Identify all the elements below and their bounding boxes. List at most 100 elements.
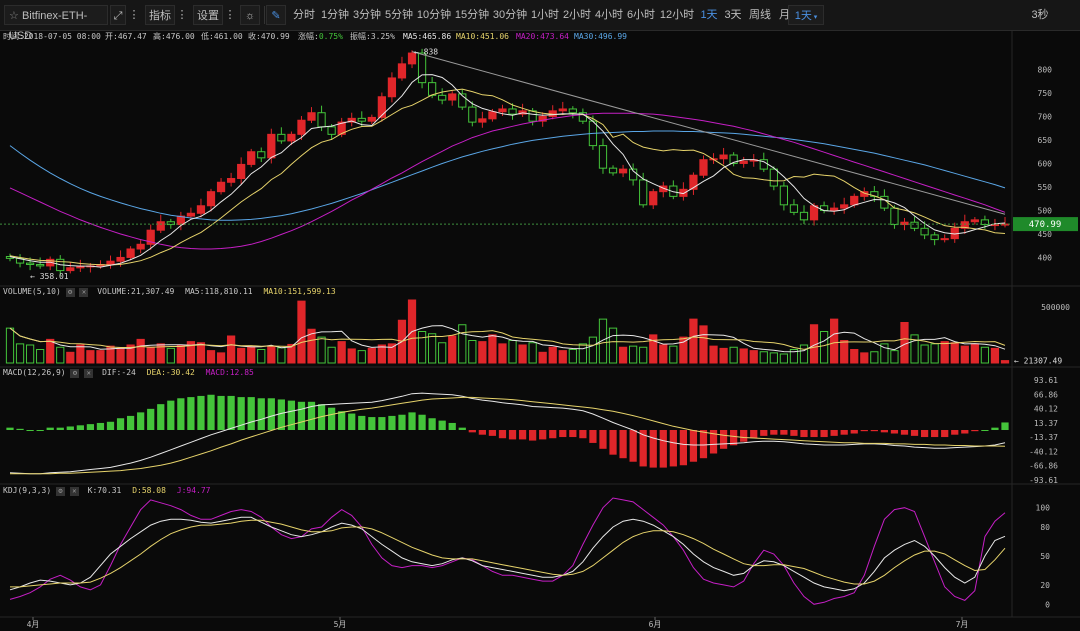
macd-histogram-bar <box>689 430 698 462</box>
refresh-interval[interactable]: 3秒 <box>1031 9 1049 21</box>
volume-bar <box>749 350 758 364</box>
candle-body <box>367 116 376 122</box>
volume-bar <box>377 344 386 364</box>
price-tick-label: 500 <box>1038 206 1053 215</box>
macd-histogram-bar <box>599 430 607 449</box>
volume-bar <box>568 349 577 364</box>
candle-body <box>679 188 688 197</box>
settings-button[interactable]: 设置 <box>193 5 223 25</box>
interval-button-2[interactable]: 3分钟 <box>352 9 382 21</box>
volume-bar <box>196 342 206 364</box>
interval-button-3[interactable]: 5分钟 <box>384 9 414 21</box>
macd-histogram-bar <box>36 430 44 431</box>
indicators-button[interactable]: 指标 <box>145 5 175 25</box>
macd-histogram-bar <box>669 430 677 467</box>
volume-bar <box>719 347 728 364</box>
interval-button-5[interactable]: 15分钟 <box>454 9 490 21</box>
symbol-selector[interactable]: ☆ Bitfinex-ETH-USD <box>4 5 108 42</box>
macd-histogram-bar <box>529 430 537 441</box>
candle-body <box>819 205 829 211</box>
interval-button-6[interactable]: 30分钟 <box>492 9 528 21</box>
interval-button-1[interactable]: 1分钟 <box>320 9 350 21</box>
interval-button-12[interactable]: 1天 <box>700 9 718 21</box>
macd-histogram-bar <box>338 411 346 430</box>
macd-tick-label: -40.12 <box>1029 447 1058 456</box>
volume-bar <box>608 327 618 364</box>
price-tick-label: 650 <box>1038 136 1053 145</box>
star-icon[interactable]: ☆ <box>9 10 19 22</box>
more-icon[interactable]: ⋮ <box>176 9 188 21</box>
interval-button-10[interactable]: 6小时 <box>626 9 656 21</box>
macd-histogram-bar <box>800 430 808 438</box>
interval-button-11[interactable]: 12小时 <box>659 9 695 21</box>
ma5-line <box>9 74 1006 268</box>
volume-bar <box>96 350 105 364</box>
macd-histogram-bar <box>307 401 316 430</box>
candle-body <box>759 159 768 170</box>
macd-histogram-bar <box>358 415 366 430</box>
volume-bar <box>307 328 316 364</box>
candle-body <box>5 256 15 259</box>
kdj-tick-label: 20 <box>1040 581 1050 590</box>
interval-button-9[interactable]: 4小时 <box>594 9 624 21</box>
candle-body <box>709 158 718 161</box>
candle-body <box>518 110 527 115</box>
interval-button-8[interactable]: 2小时 <box>562 9 592 21</box>
volume-bar <box>267 345 276 364</box>
volume-bar <box>116 348 125 364</box>
close-icon[interactable]: ✕ <box>69 487 79 496</box>
candle-body <box>659 185 668 193</box>
close-icon[interactable]: ✕ <box>84 369 94 378</box>
info-open: 开:467.47 <box>105 32 147 41</box>
more-icon[interactable]: ⋮ <box>224 9 236 21</box>
volume-bar <box>809 324 819 364</box>
macd-histogram-bar <box>518 430 527 440</box>
volume-bar <box>216 352 226 364</box>
interval-button-14[interactable]: 周线 <box>749 9 771 21</box>
ma20-line <box>9 112 1006 250</box>
candle-body <box>196 205 206 214</box>
x-tick-label: 5月 <box>334 620 347 629</box>
interval-button-0[interactable]: 分时 <box>293 9 315 21</box>
macd-histogram-bar <box>539 430 547 440</box>
candle-body <box>980 219 990 226</box>
volume-bar <box>357 350 366 364</box>
macd-histogram-bar <box>187 397 195 430</box>
divider <box>264 6 265 24</box>
candle-body <box>226 178 236 183</box>
candle-body <box>970 219 979 223</box>
macd-histogram-bar <box>790 430 798 436</box>
macd-histogram-bar <box>870 430 878 432</box>
macd-histogram-bar <box>478 430 486 435</box>
macd-tick-label: -93.61 <box>1029 476 1058 485</box>
fullscreen-icon[interactable]: ⤢ <box>110 5 126 25</box>
high-marker-label: ← 838 <box>414 48 438 57</box>
volume-bar <box>438 342 447 364</box>
gear-icon[interactable]: ⚙ <box>65 288 75 297</box>
volume-ma5: MA5:118,810.11 <box>185 287 253 296</box>
volume-bar <box>588 336 598 364</box>
price-tick-label: 600 <box>1038 159 1053 168</box>
macd-tick-label: 13.37 <box>1034 419 1058 428</box>
candle-body <box>66 267 75 272</box>
kdj-tick-label: 100 <box>1036 504 1051 513</box>
candle-body <box>176 215 185 226</box>
brightness-icon[interactable]: ☼ <box>240 5 260 25</box>
interval-button-7[interactable]: 1小时 <box>530 9 560 21</box>
draw-pen-icon[interactable]: ✎ <box>266 5 286 25</box>
interval-button-13[interactable]: 3天 <box>724 9 742 21</box>
volume-bar <box>428 333 437 364</box>
close-icon[interactable]: ✕ <box>79 288 89 297</box>
more-icon[interactable]: ⋮ <box>128 9 140 21</box>
candle-body <box>347 117 356 123</box>
interval-dropdown[interactable]: 1天 ▾ <box>788 5 824 25</box>
macd-histogram-bar <box>408 412 416 430</box>
interval-button-4[interactable]: 10分钟 <box>416 9 452 21</box>
gear-icon[interactable]: ⚙ <box>70 369 80 378</box>
macd-histogram-bar <box>910 430 919 436</box>
volume-bar <box>407 299 417 364</box>
gear-icon[interactable]: ⚙ <box>56 487 65 496</box>
volume-bar <box>629 345 638 364</box>
info-high: 高:476.00 <box>153 32 195 41</box>
